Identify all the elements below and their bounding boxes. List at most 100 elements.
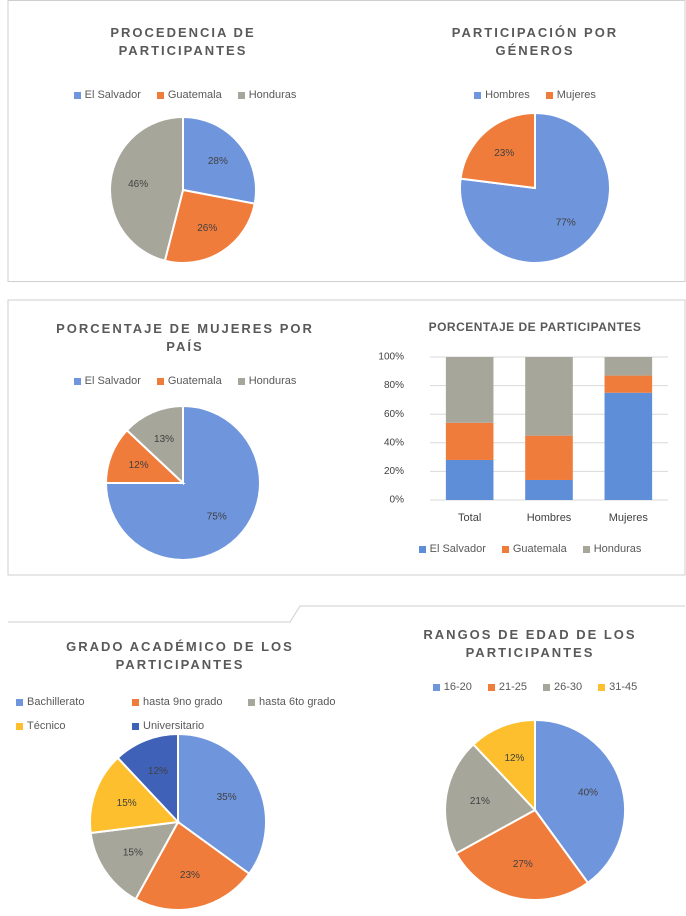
pie-slice bbox=[534, 718, 626, 885]
chart-title: GRADO ACADÉMICO DE LOS PARTICIPANTES bbox=[66, 639, 294, 672]
legend-marker bbox=[248, 698, 255, 706]
legend-label: 31-45 bbox=[609, 681, 638, 693]
legend-label: Guatemala bbox=[512, 543, 567, 555]
legend-label: El Salvador bbox=[429, 543, 486, 555]
pie-slice bbox=[89, 756, 181, 835]
legend-marker bbox=[487, 683, 495, 691]
chart-title: PORCENTAJE DE MUJERES POR PAÍS bbox=[56, 321, 314, 354]
legend-item: El Salvador bbox=[418, 543, 486, 555]
chart-title: RANGOS DE EDAD DE LOS PARTICIPANTES bbox=[423, 627, 637, 660]
chart-title: PROCEDENCIA DE PARTICIPANTES bbox=[110, 25, 256, 58]
legend-label: El Salvador bbox=[84, 89, 141, 101]
bar-segment bbox=[604, 392, 653, 500]
y-tick-label: 40% bbox=[384, 437, 404, 448]
bar-segment bbox=[445, 357, 494, 423]
bar-segment bbox=[525, 357, 573, 436]
legend-item: 16-20 bbox=[432, 681, 472, 693]
legend: El Salvador Guatemala Honduras bbox=[370, 543, 686, 555]
legend: El Salvador Guatemala Honduras bbox=[20, 375, 350, 387]
legend-item: Honduras bbox=[237, 89, 296, 101]
data-label: 15% bbox=[117, 798, 137, 809]
legend-label: 21-25 bbox=[498, 681, 527, 693]
legend-label: Guatemala bbox=[167, 89, 222, 101]
y-tick-label: 0% bbox=[390, 495, 405, 506]
x-tick-label: Hombres bbox=[527, 512, 572, 524]
legend-marker bbox=[16, 722, 23, 730]
legend-item: 21-25 bbox=[487, 681, 527, 693]
legend: Bachillerato hasta 9no grado hasta 6to gra… bbox=[8, 696, 358, 732]
data-label: 15% bbox=[123, 847, 143, 858]
pie-slice bbox=[163, 188, 256, 264]
legend-label: Honduras bbox=[593, 543, 642, 555]
legend-marker bbox=[237, 377, 245, 385]
data-label: 12% bbox=[148, 766, 168, 777]
legend-label: hasta 6to grado bbox=[259, 696, 336, 708]
data-label: 26% bbox=[197, 223, 217, 234]
y-tick-label: 80% bbox=[384, 380, 404, 391]
panel bbox=[7, 299, 686, 576]
legend-marker bbox=[73, 91, 81, 99]
legend-label: Bachillerato bbox=[27, 696, 85, 708]
pie-slice bbox=[459, 111, 536, 190]
legend-item: Honduras bbox=[582, 543, 642, 555]
data-label: 27% bbox=[513, 859, 533, 870]
legend-item: 26-30 bbox=[543, 681, 582, 693]
legend: El Salvador Guatemala Honduras bbox=[20, 89, 350, 101]
pie-slice bbox=[471, 718, 536, 813]
y-tick-label: 60% bbox=[384, 409, 404, 420]
legend-item: Honduras bbox=[237, 375, 296, 387]
pie-slice bbox=[89, 820, 180, 901]
pie-slice bbox=[134, 820, 251, 911]
legend-item: El Salvador bbox=[73, 375, 141, 387]
pie-slice bbox=[459, 111, 611, 264]
data-label: 40% bbox=[578, 787, 598, 798]
data-label: 12% bbox=[504, 753, 524, 764]
legend-label: Hombres bbox=[485, 89, 530, 101]
legend-label: Universitario bbox=[143, 720, 205, 732]
bar-segment bbox=[445, 422, 494, 460]
legend: Hombres Mujeres bbox=[370, 89, 686, 101]
legend-item: hasta 9no grado bbox=[132, 696, 232, 708]
legend-marker bbox=[501, 545, 509, 553]
legend-label: El Salvador bbox=[84, 375, 141, 387]
legend-marker bbox=[543, 683, 550, 691]
y-tick-label: 20% bbox=[384, 466, 404, 477]
legend-item: Universitario bbox=[132, 720, 232, 732]
legend-marker bbox=[237, 91, 245, 99]
pie-slice bbox=[125, 404, 184, 486]
panel bbox=[7, 0, 686, 282]
bar-segment bbox=[604, 375, 653, 393]
pie-slice bbox=[104, 404, 261, 561]
legend-label: 16-20 bbox=[443, 681, 472, 693]
pie-slice bbox=[116, 732, 179, 825]
legend-marker bbox=[598, 683, 606, 691]
legend-marker bbox=[545, 91, 553, 99]
legend: 16-20 21-25 26-30 31-45 bbox=[370, 681, 686, 693]
legend-marker bbox=[474, 91, 482, 99]
data-label: 23% bbox=[180, 870, 200, 881]
legend-item: Guatemala bbox=[156, 89, 222, 101]
legend-marker bbox=[156, 91, 164, 99]
data-label: 75% bbox=[207, 511, 227, 522]
chart-title: PORCENTAJE DE PARTICIPANTES bbox=[428, 320, 642, 334]
legend-item: Guatemala bbox=[501, 543, 567, 555]
legend-item: Mujeres bbox=[545, 89, 596, 101]
legend-label: Mujeres bbox=[556, 89, 596, 101]
pie-slice bbox=[177, 732, 267, 876]
bar-segment bbox=[525, 435, 573, 480]
legend-item: Guatemala bbox=[156, 375, 222, 387]
legend-marker bbox=[73, 377, 81, 385]
data-label: 77% bbox=[556, 218, 576, 229]
legend-label: Técnico bbox=[27, 720, 66, 732]
legend-item: Técnico bbox=[16, 720, 116, 732]
legend-label: Guatemala bbox=[167, 375, 222, 387]
data-label: 13% bbox=[154, 434, 174, 445]
legend-marker bbox=[16, 698, 23, 706]
y-tick-label: 100% bbox=[378, 352, 404, 363]
legend-item: El Salvador bbox=[73, 89, 141, 101]
legend-item: Hombres bbox=[474, 89, 530, 101]
x-tick-label: Total bbox=[458, 512, 481, 524]
bar-segment bbox=[445, 459, 494, 500]
